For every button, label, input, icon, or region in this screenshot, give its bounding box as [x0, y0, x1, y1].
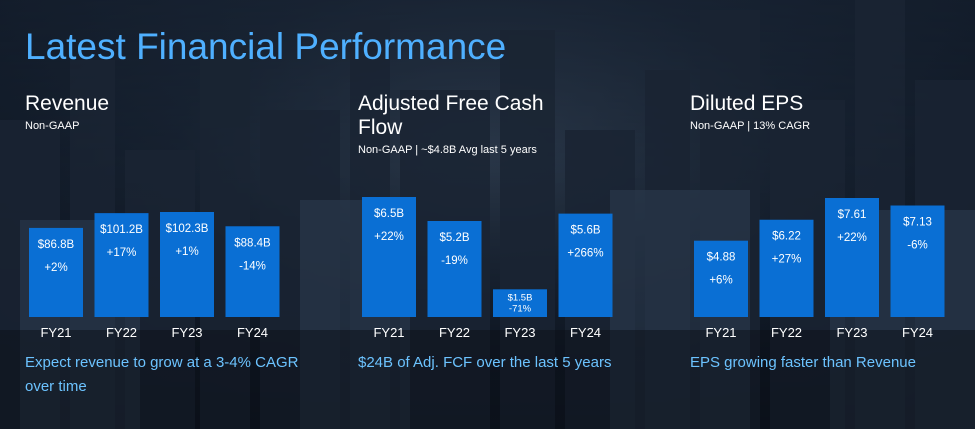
bar-value-label: $6.22 [772, 231, 801, 243]
bar [94, 213, 149, 317]
category-tick-label: FY21 [373, 325, 404, 340]
bar-value-label: $86.8B [38, 239, 75, 251]
bar-value-label: $4.88 [707, 252, 736, 264]
bar [825, 198, 879, 317]
bar [493, 289, 547, 317]
chart-title: Revenue [25, 92, 110, 115]
category-tick-label: FY24 [237, 325, 268, 340]
revenue-chart: $86.8B +2% FY21 $101.2B +17% FY22 $102.3B +1% FY… [29, 212, 280, 340]
bar [160, 212, 214, 317]
category-tick-label: FY24 [570, 325, 601, 340]
bar [362, 197, 416, 317]
category-tick-label: FY23 [836, 325, 867, 340]
chart-title: Diluted EPS [690, 92, 804, 115]
bar-growth-label: +1% [175, 246, 198, 258]
category-tick-label: FY21 [40, 325, 71, 340]
bar-value-label: $5.6B [570, 225, 600, 237]
category-tick-label: FY23 [504, 325, 535, 340]
chart-subtitle: Non-GAAP | 13% CAGR [690, 120, 811, 132]
chart-note: EPS growing faster than Revenue [690, 354, 916, 371]
category-tick-label: FY22 [771, 325, 802, 340]
eps-chart-panel: $4.88 +6% FY21 $6.22 +27% FY22 $7.61 +22% FY23 $7… [690, 92, 960, 412]
chart-subtitle: Non-GAAP [25, 120, 80, 132]
bar [558, 213, 613, 317]
fcf-chart-panel: $6.5B +22% FY21 $5.2B -19% FY22 $1.5B -71% FY23 $… [358, 92, 628, 412]
page-title: Latest Financial Performance [25, 26, 507, 67]
revenue-chart-panel: $86.8B +2% FY21 $101.2B +17% FY22 $102.3B +1% FY… [25, 92, 298, 412]
bar [694, 240, 748, 317]
chart-title: Adjusted Free Cash Flow [358, 92, 544, 139]
chart-note: Expect revenue to grow at a 3-4% CAGR ov… [25, 354, 299, 395]
category-tick-label: FY21 [705, 325, 736, 340]
chart-note: $24B of Adj. FCF over the last 5 years [358, 354, 612, 371]
bar-growth-label: +27% [772, 254, 802, 266]
bar-value-label: $101.2B [100, 224, 143, 236]
bar-growth-label: +266% [567, 248, 603, 260]
chart-subtitle: Non-GAAP | ~$4.8B Avg last 5 years [358, 144, 537, 156]
bar-growth-label: +2% [44, 262, 67, 274]
bar [759, 219, 814, 317]
eps-chart: $4.88 +6% FY21 $6.22 +27% FY22 $7.61 +22% FY23 $7… [694, 198, 945, 340]
fcf-chart: $6.5B +22% FY21 $5.2B -19% FY22 $1.5B-71% FY23 $… [362, 197, 613, 340]
bar-value-label: $7.61 [838, 209, 867, 221]
bar-growth-label: -14% [239, 260, 266, 272]
bar-growth-label: -71% [509, 303, 532, 314]
bar-value-label: $88.4B [234, 237, 271, 249]
bar-growth-label: +22% [837, 232, 867, 244]
bar-value-label: $102.3B [166, 223, 209, 235]
bar [225, 226, 280, 317]
bar [890, 205, 945, 317]
bar-value-label: $5.2B [439, 232, 469, 244]
category-tick-label: FY22 [439, 325, 470, 340]
bar-value-label: $7.13 [903, 217, 932, 229]
category-tick-label: FY23 [171, 325, 202, 340]
category-tick-label: FY24 [902, 325, 933, 340]
category-tick-label: FY22 [106, 325, 137, 340]
bar-growth-label: -19% [441, 255, 468, 267]
bar [29, 227, 83, 317]
bar-growth-label: -6% [907, 240, 927, 252]
bar-growth-label: +6% [709, 275, 732, 287]
bar-value-label: $6.5B [374, 208, 404, 220]
bar-growth-label: +22% [374, 231, 404, 243]
bar-growth-label: +17% [107, 247, 137, 259]
bar-value-label: $1.5B [508, 292, 533, 303]
bar [427, 221, 482, 317]
